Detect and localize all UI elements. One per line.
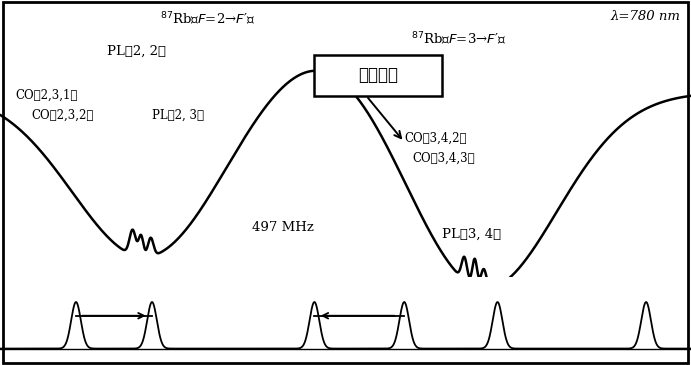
Text: λ=780 nm: λ=780 nm <box>611 10 681 23</box>
Text: 多普勒峰: 多普勒峰 <box>359 66 398 84</box>
Text: CO［2,3,1］: CO［2,3,1］ <box>15 89 77 102</box>
Text: PL［2, 2］: PL［2, 2］ <box>107 45 166 58</box>
Text: PL［2, 3］: PL［2, 3］ <box>152 109 204 122</box>
Text: CO［2,3,2］: CO［2,3,2］ <box>31 109 93 122</box>
Text: $^{87}$Rb（$F$=2→$F$′）: $^{87}$Rb（$F$=2→$F$′） <box>160 10 255 27</box>
Text: CO［3,4,2］: CO［3,4,2］ <box>404 132 466 145</box>
Text: PL［3, 4］: PL［3, 4］ <box>442 228 502 241</box>
FancyBboxPatch shape <box>314 55 442 96</box>
Text: CO［3,4,3］: CO［3,4,3］ <box>413 152 475 165</box>
Text: $^{87}$Rb（$F$=3→$F$′）: $^{87}$Rb（$F$=3→$F$′） <box>411 30 507 47</box>
Text: 497 MHz: 497 MHz <box>252 221 314 234</box>
